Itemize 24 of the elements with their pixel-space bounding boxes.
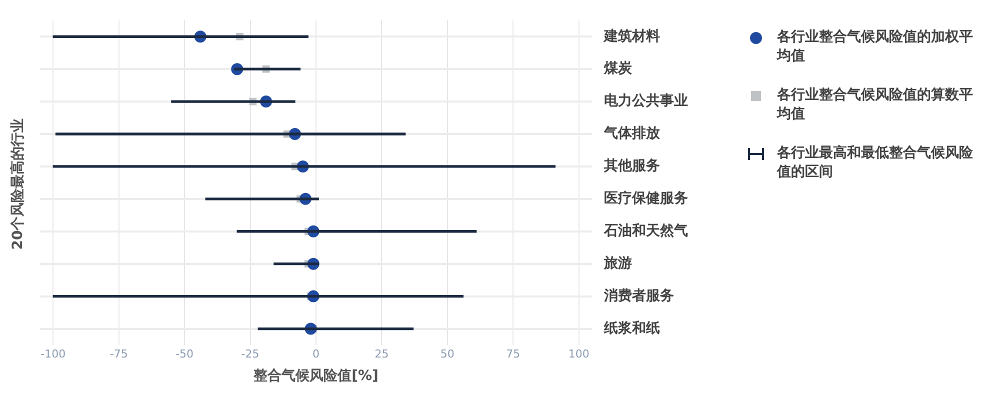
y-tick-label: 纸浆和纸 [603,320,660,336]
x-tick-label: 0 [312,347,320,360]
x-tick-label: 25 [374,347,389,360]
y-tick-label: 旅游 [603,255,632,272]
x-tick-label: 50 [440,347,454,360]
y-tick-label: 医疗保健服务 [604,190,688,207]
x-tick-label: 75 [506,347,520,360]
x-axis-title: 整合气候风险值[%] [252,368,378,384]
x-tick-label: 100 [568,347,590,360]
y-axis-title: 20个风险最高的行业 [9,117,27,252]
legend-label: 各行业整合气候风险值的加权平均值 [777,28,974,66]
y-tick-label: 消费者服务 [603,288,674,304]
legend-label: 各行业整合气候风险值的算数平均值 [777,86,974,124]
y-tick-label: 煤炭 [603,60,633,77]
y-tick-label: 电力公共事业 [604,93,688,110]
x-tick-label: -25 [241,347,260,360]
legend-label: 各行业最高和最低整合气候风险值的区间 [777,144,974,182]
y-tick-label: 气体排放 [603,126,661,142]
y-tick-label: 建筑材料 [603,28,660,44]
y-tick-label: 其他服务 [603,158,660,174]
y-tick-label: 石油和天然气 [603,223,688,240]
x-tick-label: -75 [110,347,128,360]
x-tick-label: -100 [40,347,66,360]
x-tick-label: -50 [176,347,194,360]
